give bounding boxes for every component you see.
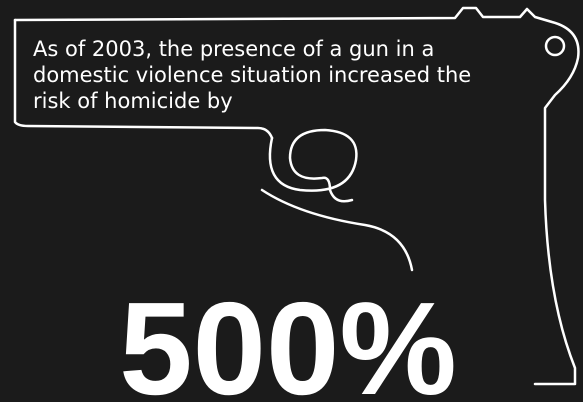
caption-line: As of 2003, the presence of a gun in a [33, 37, 434, 61]
page: {"caption_lines": ["As of 2003, the pres… [0, 0, 583, 402]
infographic: As of 2003, the presence of a gun in a d… [0, 0, 583, 402]
caption-line: domestic violence situation increased th… [33, 63, 471, 87]
stat-number: 500% [119, 275, 457, 402]
caption-line: risk of homicide by [33, 89, 233, 113]
